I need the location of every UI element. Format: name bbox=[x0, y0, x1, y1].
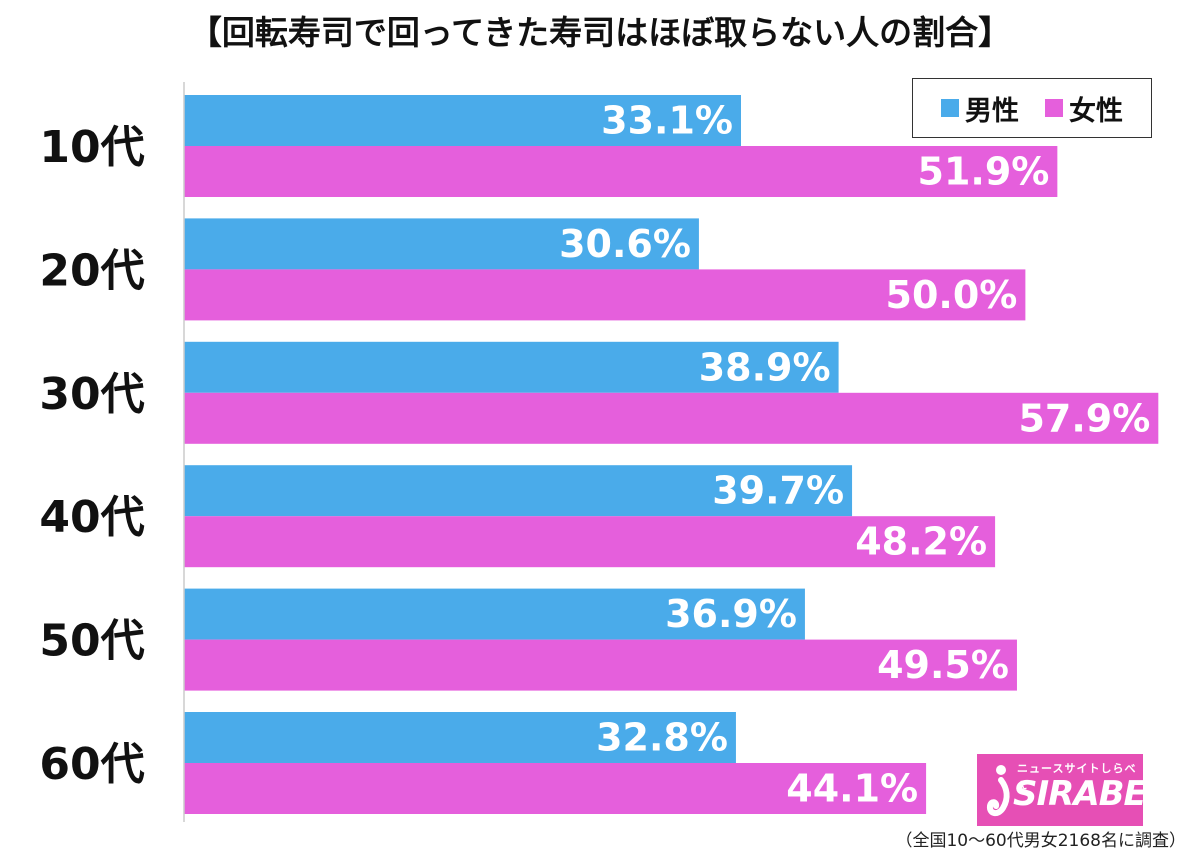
legend-label-male: 男性 bbox=[965, 95, 1019, 127]
category-label: 10代 bbox=[39, 122, 144, 173]
legend-item-male: 男性 bbox=[941, 89, 1019, 128]
data-label: 38.9% bbox=[699, 345, 831, 389]
data-label: 51.9% bbox=[918, 150, 1050, 194]
data-label: 33.1% bbox=[601, 99, 733, 143]
data-label: 32.8% bbox=[596, 716, 728, 760]
legend: 男性 女性 bbox=[912, 78, 1152, 138]
footnote: （全国10〜60代男女2168名に調査） bbox=[895, 831, 1186, 851]
bar-male bbox=[184, 218, 699, 270]
bar-male bbox=[184, 588, 805, 640]
legend-label-female: 女性 bbox=[1069, 95, 1123, 127]
chart-title: 【回転寿司で回ってきた寿司はほぼ取らない人の割合】 bbox=[188, 13, 1012, 52]
bar-female bbox=[184, 639, 1017, 691]
bar-male bbox=[184, 341, 839, 393]
logo-i-icon bbox=[986, 765, 1010, 816]
data-label: 44.1% bbox=[786, 767, 918, 811]
data-label: 57.9% bbox=[1018, 396, 1150, 440]
legend-swatch-female bbox=[1045, 99, 1063, 117]
bar-female bbox=[184, 516, 996, 568]
category-label: 60代 bbox=[39, 739, 144, 790]
bar-male bbox=[184, 712, 736, 763]
bar-female bbox=[184, 269, 1026, 321]
bar-female bbox=[184, 146, 1058, 197]
legend-item-female: 女性 bbox=[1045, 89, 1123, 128]
sirabee-logo: ニュースサイトしらべぇ SIRABEE bbox=[977, 754, 1143, 826]
data-label: 48.2% bbox=[855, 520, 987, 564]
category-label: 50代 bbox=[39, 616, 144, 667]
data-label: 36.9% bbox=[665, 592, 797, 636]
logo-subtitle: ニュースサイトしらべぇ bbox=[1017, 762, 1137, 791]
data-label: 30.6% bbox=[559, 222, 691, 266]
logo-wordmark: SIRABEE bbox=[1013, 774, 1143, 814]
data-label: 50.0% bbox=[886, 273, 1018, 317]
bar-female bbox=[184, 392, 1159, 444]
data-label: 49.5% bbox=[877, 643, 1009, 687]
data-label: 39.7% bbox=[712, 469, 844, 513]
category-label: 30代 bbox=[39, 369, 144, 420]
bar-female bbox=[184, 763, 927, 814]
category-label: 20代 bbox=[39, 245, 144, 296]
legend-swatch-male bbox=[941, 99, 959, 117]
bar-male bbox=[184, 465, 853, 517]
bar-male bbox=[184, 95, 741, 146]
category-label: 40代 bbox=[39, 492, 144, 543]
